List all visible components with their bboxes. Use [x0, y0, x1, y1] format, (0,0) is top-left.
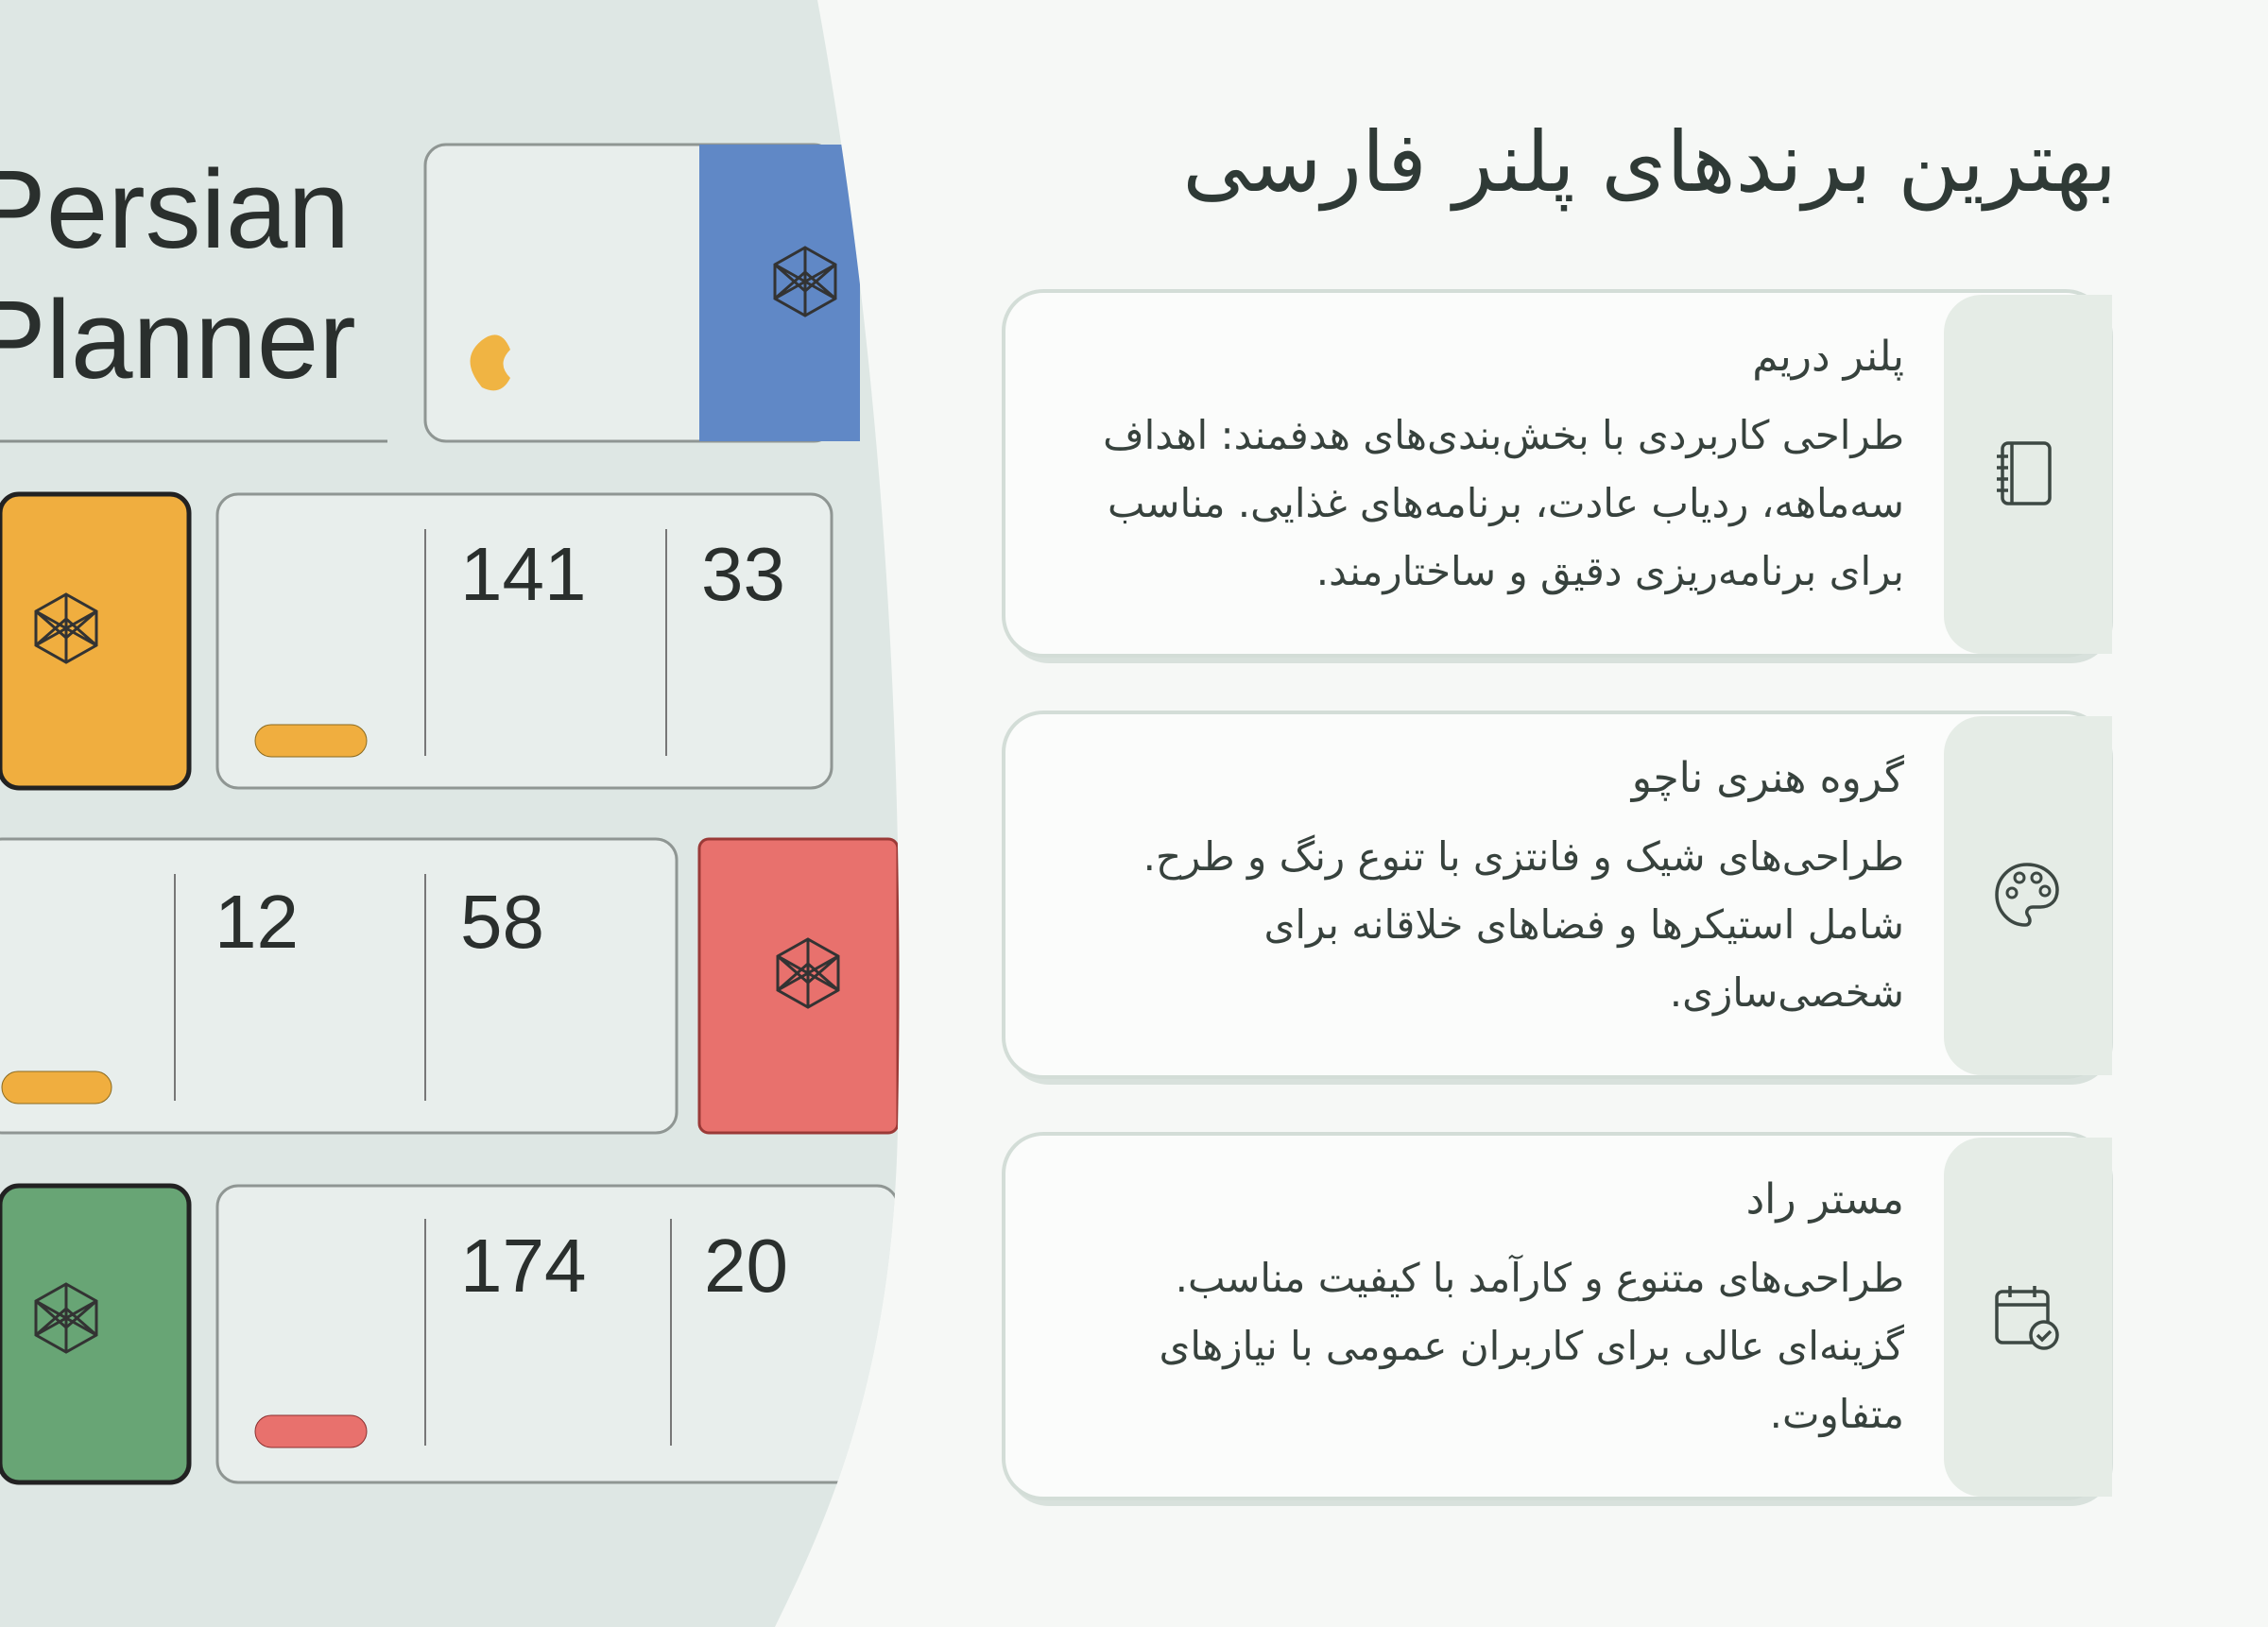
image-text: Persian [0, 147, 350, 272]
image-text: 12 [215, 880, 299, 964]
image-text: Planner [0, 278, 356, 402]
slide-title: بهترین برندهای پلنر فارسی [1182, 113, 2117, 211]
icon-panel [1944, 1138, 2112, 1497]
card-text: پلنر دریم طراحی کاربردی با بخش‌بندی‌های ه… [1054, 333, 1904, 606]
icon [1995, 863, 2059, 927]
card-title: پلنر دریم [1752, 333, 1904, 381]
brand-card: پلنر دریم طراحی کاربردی با بخش‌بندی‌های ه… [1002, 289, 2120, 668]
image-text: 33 [701, 532, 785, 616]
brand-card: گروه هنری ناچو طراحی‌های شیک و فانتزی با … [1002, 711, 2120, 1089]
card-title: گروه هنری ناچو [1631, 754, 1904, 802]
image-text: 174 [460, 1224, 586, 1308]
image-text: 141 [460, 532, 586, 616]
card-bg [1002, 711, 2107, 1079]
image-text: 20 [704, 1224, 788, 1308]
icon-panel [1944, 295, 2112, 654]
icon-panel [1944, 716, 2112, 1075]
brand-card: مستر راد طراحی‌های متنوع و کارآمد با کیفی… [1002, 1132, 2120, 1511]
card-title: مستر راد [1745, 1175, 1904, 1224]
card-bg [1002, 289, 2107, 658]
card-bg [1002, 1132, 2107, 1500]
card-text: مستر راد طراحی‌های متنوع و کارآمد با کیفی… [1054, 1175, 1904, 1448]
card-description: طراحی کاربردی با بخش‌بندی‌های هدفمند: اه… [1103, 412, 1904, 594]
card-text: گروه هنری ناچو طراحی‌های شیک و فانتزی با … [1054, 754, 1904, 1027]
card-description: طراحی‌های شیک و فانتزی با تنوع رنگ و طرح… [1143, 833, 1904, 1016]
icon [1995, 1286, 2059, 1350]
image-text: 58 [460, 880, 544, 964]
card-description: طراحی‌های متنوع و کارآمد با کیفیت مناسب.… [1159, 1255, 1904, 1437]
icon [1997, 441, 2052, 505]
